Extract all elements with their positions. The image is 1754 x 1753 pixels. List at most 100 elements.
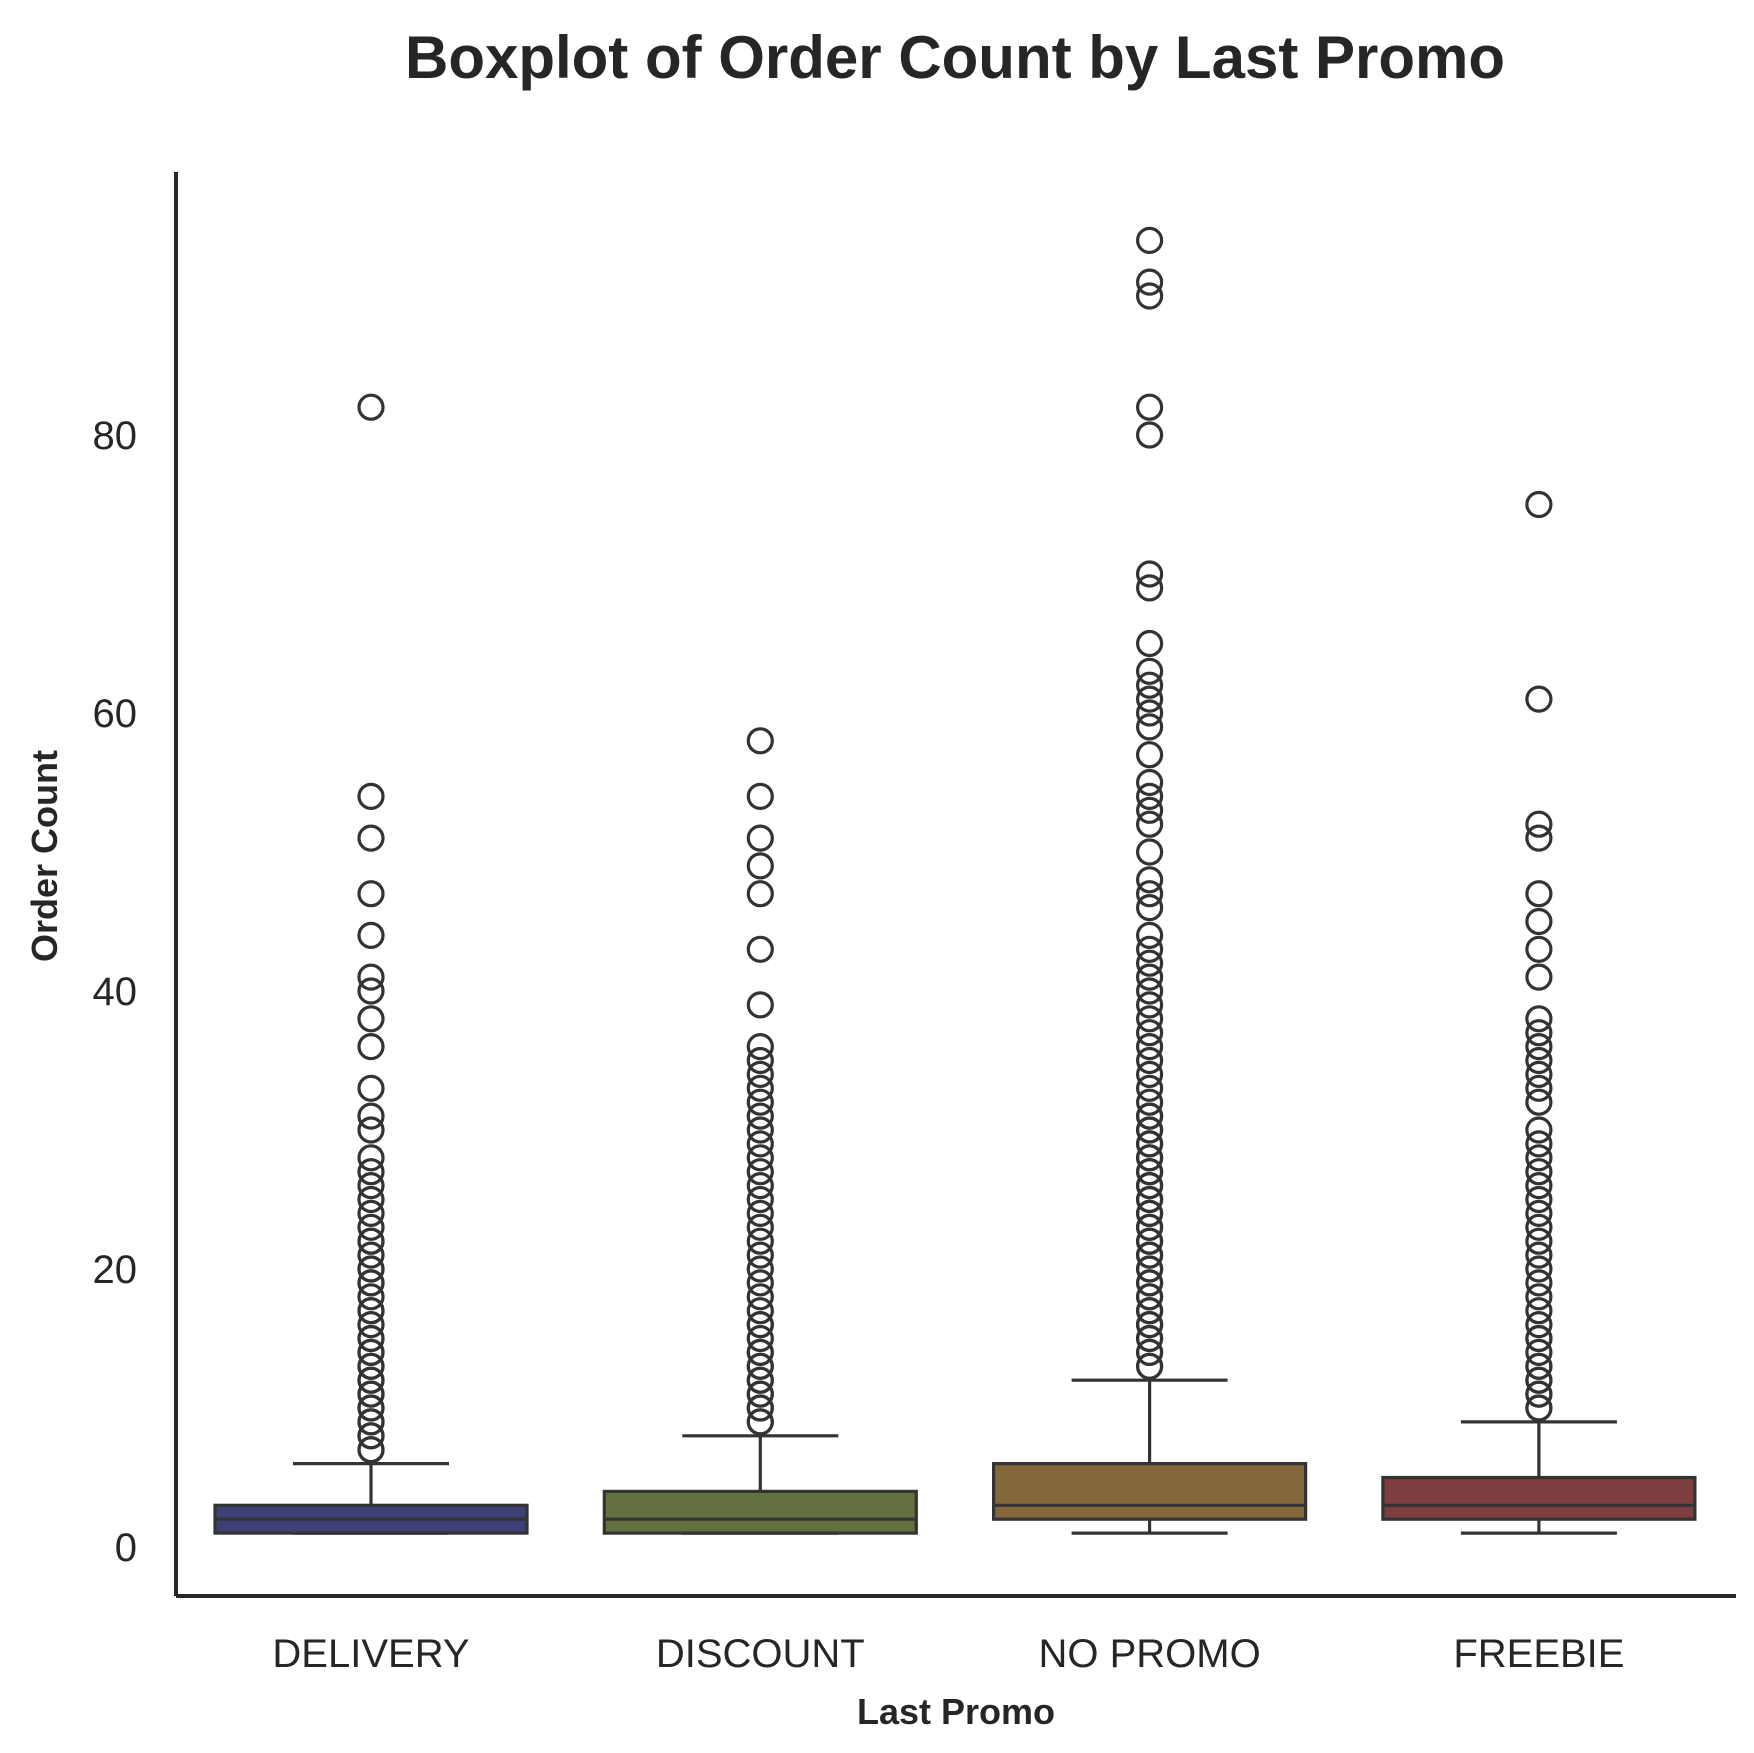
outlier-point xyxy=(746,1241,774,1269)
outlier-point xyxy=(1525,685,1553,713)
outlier-point xyxy=(746,1199,774,1228)
outlier-point xyxy=(1135,768,1164,797)
outlier-point xyxy=(1525,1088,1553,1116)
outlier-point xyxy=(357,880,385,908)
outlier-point xyxy=(1525,1019,1553,1047)
box-iqr xyxy=(991,1461,1308,1521)
outlier-point xyxy=(1135,977,1164,1005)
outlier-point xyxy=(357,1380,385,1408)
outlier-point xyxy=(1135,713,1164,741)
outlier-point xyxy=(1525,1297,1553,1325)
outlier-point xyxy=(357,1005,385,1033)
outlier-point xyxy=(357,824,385,852)
outlier-point xyxy=(746,1283,774,1311)
outlier-point xyxy=(746,1380,774,1408)
outlier-point xyxy=(1135,880,1164,908)
x-tick-label: DISCOUNT xyxy=(656,1632,865,1676)
outlier-point xyxy=(1135,782,1164,811)
outlier-point xyxy=(1525,1310,1553,1339)
outlier-point xyxy=(1525,1046,1553,1075)
outlier-point xyxy=(1525,1185,1553,1214)
outlier-point xyxy=(1525,1241,1553,1269)
outlier-point xyxy=(1135,699,1164,727)
outlier-point xyxy=(1135,1352,1164,1380)
outlier-point xyxy=(1525,1352,1553,1380)
outlier-point xyxy=(1135,1019,1164,1047)
outlier-point xyxy=(357,1283,385,1311)
outlier-point xyxy=(1135,574,1164,602)
y-axis-label: Order Count xyxy=(24,750,65,962)
y-tick-label: 0 xyxy=(115,1526,137,1570)
outlier-point xyxy=(357,1144,385,1172)
outlier-point xyxy=(1135,1158,1164,1186)
outlier-point xyxy=(746,1046,774,1075)
outlier-point xyxy=(357,1199,385,1228)
outlier-point xyxy=(746,1060,774,1089)
box-discount xyxy=(602,727,918,1535)
outlier-point xyxy=(1135,1199,1164,1228)
x-tick-label: NO PROMO xyxy=(1038,1632,1260,1676)
outlier-point xyxy=(1135,393,1164,421)
outlier-point xyxy=(1135,1310,1164,1339)
x-tick-label: FREEBIE xyxy=(1453,1632,1624,1676)
outlier-point xyxy=(1525,1213,1553,1241)
outlier-point xyxy=(357,1352,385,1380)
outlier-point xyxy=(1525,1074,1553,1102)
outlier-point xyxy=(1135,629,1164,658)
outlier-point xyxy=(1135,268,1164,296)
outlier-point xyxy=(1525,810,1553,838)
outlier-point xyxy=(1525,1005,1553,1033)
outlier-point xyxy=(357,977,385,1005)
outlier-point xyxy=(1135,560,1164,588)
outlier-point xyxy=(357,782,385,811)
outlier-point xyxy=(1525,1032,1553,1061)
y-tick-labels: 0 20 40 60 80 xyxy=(93,414,138,1570)
outlier-point xyxy=(1135,1005,1164,1033)
outlier-point xyxy=(1135,1074,1164,1102)
outlier-point xyxy=(746,1255,774,1283)
outlier-point xyxy=(1525,824,1553,852)
outlier-point xyxy=(746,1227,774,1255)
outlier-point xyxy=(357,1241,385,1269)
outlier-point xyxy=(746,1352,774,1380)
outlier-point xyxy=(1525,1394,1553,1422)
outlier-point xyxy=(357,1032,385,1061)
outlier-point xyxy=(357,1394,385,1422)
outlier-point xyxy=(1525,1380,1553,1408)
outlier-point xyxy=(1135,838,1164,866)
outlier-point xyxy=(357,1185,385,1214)
outlier-point xyxy=(1525,490,1553,519)
outlier-point xyxy=(1135,1046,1164,1075)
outlier-point xyxy=(357,1171,385,1200)
outlier-point xyxy=(1135,796,1164,824)
outlier-point xyxy=(357,393,385,421)
box-no-promo xyxy=(991,226,1308,1535)
outlier-point xyxy=(357,1213,385,1241)
outlier-point xyxy=(746,1408,774,1436)
outlier-point xyxy=(746,1130,774,1158)
box-iqr xyxy=(602,1489,918,1535)
outlier-point xyxy=(746,935,774,963)
outlier-point xyxy=(357,1422,385,1450)
box-freebie xyxy=(1381,490,1697,1535)
outlier-point xyxy=(1135,1213,1164,1241)
outlier-point xyxy=(1525,1171,1553,1200)
outlier-point xyxy=(746,1032,774,1061)
outlier-point xyxy=(1525,1144,1553,1172)
outlier-point xyxy=(746,991,774,1019)
outlier-point xyxy=(1135,1324,1164,1353)
outlier-point xyxy=(1135,1116,1164,1144)
outlier-point xyxy=(746,1074,774,1102)
outlier-point xyxy=(1135,1185,1164,1214)
y-tick-label: 60 xyxy=(93,692,138,736)
outlier-point xyxy=(357,1310,385,1339)
outlier-point xyxy=(1525,1060,1553,1089)
outlier-point xyxy=(746,1102,774,1130)
outlier-point xyxy=(746,1213,774,1241)
outlier-point xyxy=(1525,1158,1553,1186)
outlier-point xyxy=(746,1116,774,1144)
outlier-point xyxy=(1135,866,1164,894)
box-iqr xyxy=(1381,1475,1697,1521)
outlier-point xyxy=(1525,1130,1553,1158)
